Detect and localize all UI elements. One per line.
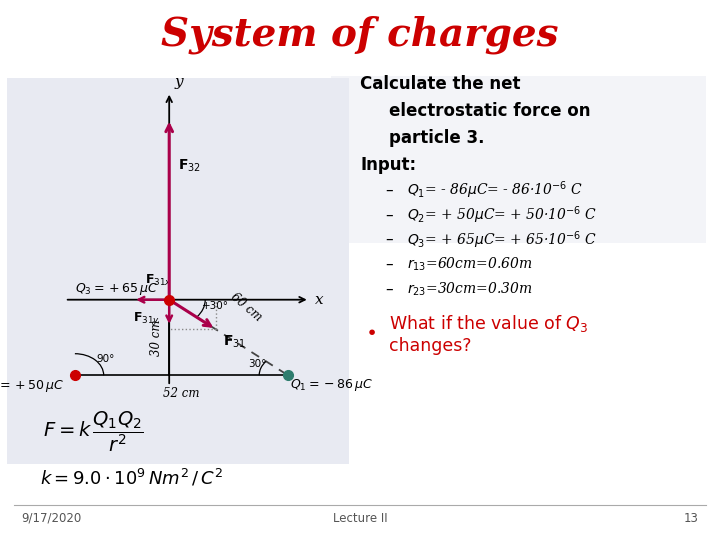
Text: $Q_1 = -86\,\mu C$: $Q_1 = -86\,\mu C$ [290,377,373,393]
Text: changes?: changes? [389,336,472,355]
Text: $r_{13}$=60cm=0.60m: $r_{13}$=60cm=0.60m [407,256,532,273]
Text: Input:: Input: [360,156,416,174]
Text: $\mathbf{F}_{31x}$: $\mathbf{F}_{31x}$ [145,273,172,288]
Text: x: x [315,293,324,307]
FancyBboxPatch shape [331,76,706,243]
Text: 30 cm: 30 cm [150,319,163,356]
Text: $k = 9.0 \cdot 10^9\,Nm^2\,/\,C^2$: $k = 9.0 \cdot 10^9\,Nm^2\,/\,C^2$ [40,467,222,489]
Text: 9/17/2020: 9/17/2020 [22,512,82,525]
Text: $\mathbf{F}_{32}$: $\mathbf{F}_{32}$ [178,158,201,174]
Text: –: – [385,232,392,247]
Text: $r_{23}$=30cm=0.30m: $r_{23}$=30cm=0.30m [407,281,532,298]
Text: –: – [385,207,392,222]
Text: $Q_1$= - 86$\mu$C= - 86·10$^{-6}$ C: $Q_1$= - 86$\mu$C= - 86·10$^{-6}$ C [407,179,583,201]
Text: –: – [385,257,392,272]
Text: +30°: +30° [202,301,228,311]
Text: 52 cm: 52 cm [163,387,199,400]
Text: –: – [385,183,392,198]
Text: (a)  $Q_2 = +50\,\mu C$: (a) $Q_2 = +50\,\mu C$ [0,377,64,394]
Text: electrostatic force on: electrostatic force on [389,102,590,120]
FancyBboxPatch shape [7,78,349,464]
Text: Calculate the net: Calculate the net [360,75,521,93]
Text: –: – [385,282,392,297]
Text: 90°: 90° [96,354,115,364]
Text: $F = k\,\dfrac{Q_1 Q_2}{r^2}$: $F = k\,\dfrac{Q_1 Q_2}{r^2}$ [43,409,144,455]
Text: Lecture II: Lecture II [333,512,387,525]
Text: $Q_3$= + 65$\mu$C= + 65·10$^{-6}$ C: $Q_3$= + 65$\mu$C= + 65·10$^{-6}$ C [407,229,597,251]
Text: 60 cm: 60 cm [228,291,265,324]
Text: What if the value of $Q_3$: What if the value of $Q_3$ [389,314,588,334]
Text: $\bullet$: $\bullet$ [365,321,377,340]
Text: $Q_2$= + 50$\mu$C= + 50·10$^{-6}$ C: $Q_2$= + 50$\mu$C= + 50·10$^{-6}$ C [407,204,597,226]
Text: particle 3.: particle 3. [389,129,485,147]
Text: $Q_3 = +65\,\mu C$: $Q_3 = +65\,\mu C$ [76,281,158,297]
Text: System of charges: System of charges [161,16,559,55]
Text: 13: 13 [683,512,698,525]
Text: $\mathbf{F}_{31y}$: $\mathbf{F}_{31y}$ [133,310,161,327]
Text: $\mathbf{F}_{31}$: $\mathbf{F}_{31}$ [223,334,246,350]
Text: y: y [175,75,184,89]
Text: 30°: 30° [248,359,267,369]
